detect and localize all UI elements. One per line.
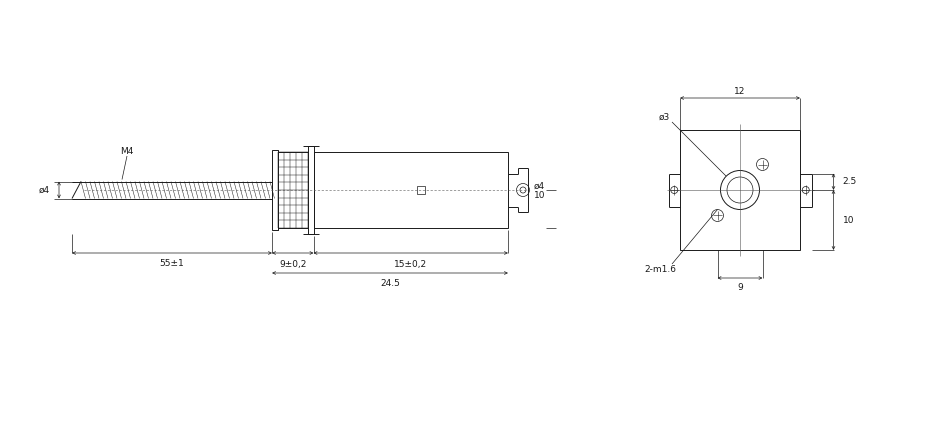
Text: 10: 10 [843, 215, 854, 224]
Text: 12: 12 [735, 87, 746, 96]
Text: 2-m1.6: 2-m1.6 [644, 266, 676, 275]
Text: M4: M4 [120, 147, 134, 156]
Text: ø4: ø4 [39, 185, 50, 195]
Bar [680, 130, 800, 250]
Bar [308, 146, 313, 234]
Text: 9±0,2: 9±0,2 [279, 260, 307, 269]
Bar [417, 186, 425, 194]
Text: 15±0,2: 15±0,2 [394, 260, 427, 269]
Text: 24.5: 24.5 [380, 280, 400, 289]
Text: ø4: ø4 [534, 181, 545, 190]
Text: 55±1: 55±1 [160, 260, 184, 269]
Text: 2.5: 2.5 [843, 177, 857, 186]
Bar [313, 152, 508, 228]
Text: ø3: ø3 [658, 113, 670, 122]
Text: 9: 9 [737, 283, 743, 292]
Text: 10: 10 [534, 192, 546, 201]
Bar [272, 150, 277, 230]
